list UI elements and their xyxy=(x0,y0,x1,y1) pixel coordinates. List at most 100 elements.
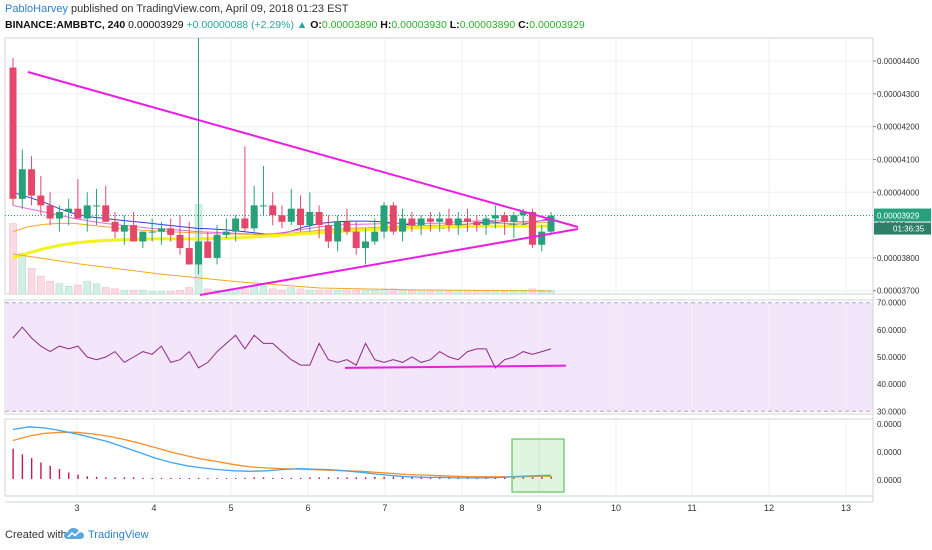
candle-body xyxy=(297,208,305,226)
ascending-trendline xyxy=(199,228,579,296)
candle-body xyxy=(491,215,499,219)
macd-histogram-bar xyxy=(299,477,302,479)
up-arrow-icon: ▲ xyxy=(296,19,308,31)
volume-bar xyxy=(361,289,370,295)
macd-histogram-bar xyxy=(197,478,200,479)
macd-signal-line xyxy=(12,431,551,478)
candle-body xyxy=(287,208,295,222)
low-label: L: xyxy=(449,19,460,31)
macd-histogram-bar xyxy=(12,448,14,479)
volume-bar xyxy=(148,291,156,295)
macd-line xyxy=(12,426,552,479)
time-tick-label: 3 xyxy=(74,503,79,513)
volume-bar xyxy=(519,289,527,295)
candle-body xyxy=(195,241,203,265)
macd-tick-label: 0.0000 xyxy=(877,420,902,429)
tradingview-link[interactable]: TradingView xyxy=(88,529,149,541)
macd-histogram-bar xyxy=(374,476,376,479)
candle-body xyxy=(519,211,527,216)
candle-body xyxy=(361,241,369,249)
candle-body xyxy=(482,218,490,226)
price-chart[interactable]: 3 4 5 6 7 8 9 10 11 12 13 0.00004400 0.00004300 0.000… xyxy=(0,36,932,520)
candle-body xyxy=(18,169,26,199)
candle-body xyxy=(185,248,193,265)
moving-average-line xyxy=(12,224,551,260)
candle-body xyxy=(315,211,323,226)
macd-histogram-bar xyxy=(281,477,283,479)
macd-histogram-bar xyxy=(49,465,51,479)
price-pane xyxy=(4,37,874,295)
rsi-tick-label: 50.0000 xyxy=(877,353,906,362)
candle-body xyxy=(204,241,212,258)
macd-histogram-bar xyxy=(179,477,181,479)
volume-bar xyxy=(102,287,110,295)
macd-histogram-bar xyxy=(262,477,265,479)
candle-body xyxy=(528,211,536,245)
open-value: 0.00003890 xyxy=(321,19,378,31)
macd-histogram-bar xyxy=(290,477,293,479)
time-tick-label: 8 xyxy=(459,503,464,513)
volume-bar xyxy=(398,289,407,295)
macd-histogram-bar xyxy=(337,477,339,479)
volume-bar xyxy=(510,289,518,295)
candle-body xyxy=(74,208,82,219)
axes: 3 4 5 6 7 8 9 10 11 12 13 0.00004400 0.00004300 0.000… xyxy=(5,38,931,513)
volume-bar xyxy=(296,288,305,295)
volume-bar xyxy=(92,283,101,295)
volume-bar xyxy=(74,284,82,295)
candle-body xyxy=(130,225,138,242)
macd-histogram-bar xyxy=(77,474,79,479)
symbol-label[interactable]: BINANCE:AMBBTC, 240 xyxy=(5,19,126,31)
candle-body xyxy=(352,231,360,249)
close-label: C: xyxy=(518,19,530,31)
candle-body xyxy=(222,231,230,235)
highlight-box xyxy=(511,438,565,493)
candle-body xyxy=(547,215,555,232)
author-link[interactable]: PabloHarvey xyxy=(5,3,68,15)
candle-body xyxy=(510,215,518,222)
price-tick-label: 0.00003800 xyxy=(877,254,920,263)
candle-body xyxy=(334,221,342,242)
volume-bar xyxy=(278,289,286,295)
candle-body xyxy=(139,231,147,242)
macd-histogram-bar xyxy=(522,476,524,479)
volume-bar xyxy=(435,289,444,295)
macd-histogram-bar xyxy=(30,458,33,479)
candle-body xyxy=(306,211,314,226)
volume-bar xyxy=(389,288,398,295)
candle-body xyxy=(417,218,425,226)
price-tick-label: 0.00004000 xyxy=(877,188,920,197)
candle-body xyxy=(445,218,453,226)
rsi-support-line xyxy=(344,364,567,369)
candle-body xyxy=(501,215,509,222)
macd-histogram-bar xyxy=(207,478,209,479)
candle-body xyxy=(148,231,156,233)
macd-tick-label: 0.0000 xyxy=(877,476,902,485)
volume-bar xyxy=(528,288,537,295)
macd-histogram-bar xyxy=(346,477,348,479)
published-text: published on TradingView.com, April 09, … xyxy=(71,3,349,15)
macd-histogram-bar xyxy=(123,477,126,479)
candle-body xyxy=(28,169,36,196)
volume-bar xyxy=(268,288,277,295)
volume-bar xyxy=(408,289,416,295)
macd-histogram-bar xyxy=(170,477,172,479)
candle-body xyxy=(269,205,277,216)
candle-body xyxy=(389,205,397,232)
candle-body xyxy=(324,225,332,242)
macd-pane xyxy=(12,426,565,493)
candle-body xyxy=(167,228,175,235)
price-tick-label: 0.00004200 xyxy=(877,123,920,132)
open-label: O: xyxy=(310,19,322,31)
macd-histogram-bar xyxy=(513,476,515,479)
volume-bar xyxy=(139,289,147,295)
tradingview-cloud-icon xyxy=(64,528,84,539)
volume-bar xyxy=(287,287,296,295)
countdown-label: 01:36:35 xyxy=(893,225,925,234)
price-tick-label: 0.00004300 xyxy=(877,90,920,99)
volume-bar xyxy=(333,289,342,295)
macd-histogram-bar xyxy=(244,477,246,479)
volume-bar xyxy=(120,289,129,295)
rsi-band xyxy=(5,302,873,412)
volume-bar xyxy=(241,288,249,295)
